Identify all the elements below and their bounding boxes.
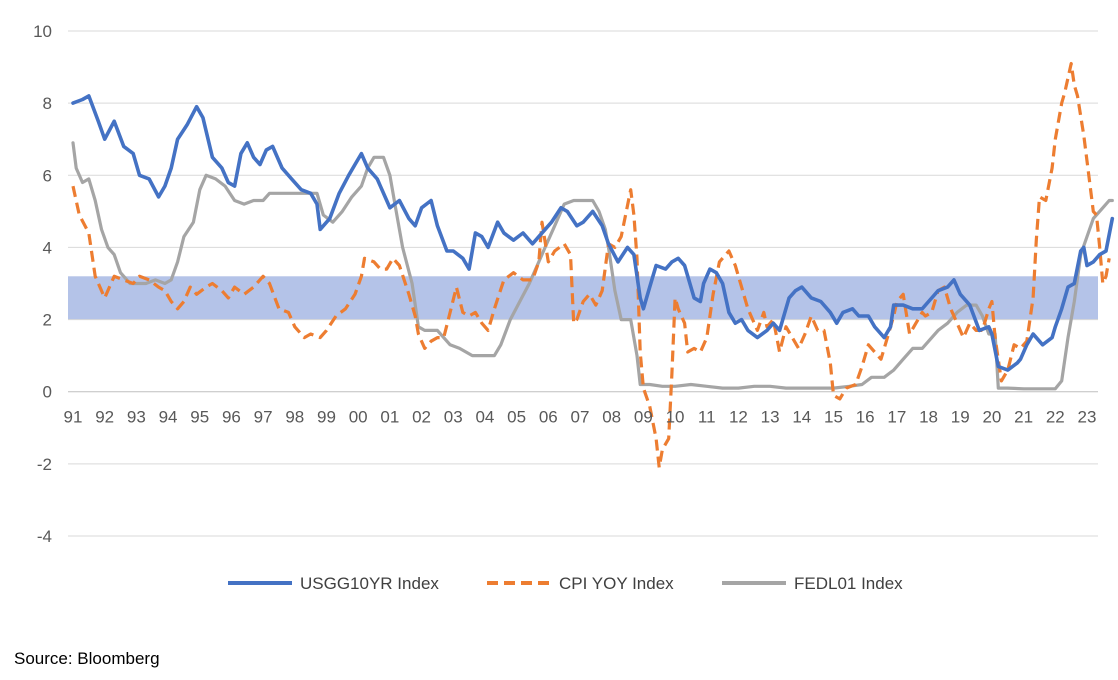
- x-tick-label: 17: [887, 408, 906, 427]
- x-tick-label: 99: [317, 408, 336, 427]
- x-tick-label: 05: [507, 408, 526, 427]
- series-line-fedl01-index: [71, 141, 1114, 391]
- x-tick-label: 21: [1014, 408, 1033, 427]
- y-tick-label: 6: [43, 166, 52, 185]
- x-tick-label: 08: [602, 408, 621, 427]
- x-tick-label: 98: [285, 408, 304, 427]
- target-band: [68, 276, 1098, 320]
- x-tick-label: 19: [951, 408, 970, 427]
- series-line-usgg10yr-index: [71, 94, 1115, 372]
- y-tick-label: 2: [43, 311, 52, 330]
- source-note: Source: Bloomberg: [14, 649, 160, 668]
- x-tick-label: 02: [412, 408, 431, 427]
- y-tick-label: 0: [43, 383, 52, 402]
- x-tick-label: 92: [95, 408, 114, 427]
- x-tick-label: 96: [222, 408, 241, 427]
- x-tick-label: 97: [254, 408, 273, 427]
- x-tick-label: 23: [1078, 408, 1097, 427]
- legend-label: CPI YOY Index: [559, 574, 674, 593]
- x-tick-label: 15: [824, 408, 843, 427]
- x-tick-label: 94: [159, 408, 178, 427]
- y-tick-label: 8: [43, 94, 52, 113]
- x-tick-label: 07: [571, 408, 590, 427]
- x-tick-label: 03: [444, 408, 463, 427]
- x-tick-label: 01: [380, 408, 399, 427]
- legend-label: FEDL01 Index: [794, 574, 903, 593]
- x-tick-label: 13: [761, 408, 780, 427]
- y-tick-label: -2: [37, 455, 52, 474]
- y-tick-label: -4: [37, 527, 52, 546]
- x-tick-label: 00: [349, 408, 368, 427]
- x-tick-label: 20: [982, 408, 1001, 427]
- x-tick-label: 12: [729, 408, 748, 427]
- x-tick-label: 09: [634, 408, 653, 427]
- y-tick-label: 4: [43, 238, 52, 257]
- x-tick-label: 91: [64, 408, 83, 427]
- x-tick-label: 14: [792, 408, 811, 427]
- x-tick-label: 22: [1046, 408, 1065, 427]
- legend-label: USGG10YR Index: [300, 574, 439, 593]
- x-tick-label: 04: [475, 408, 494, 427]
- y-tick-label: 10: [33, 22, 52, 41]
- x-tick-label: 11: [698, 408, 716, 427]
- x-tick-label: 16: [856, 408, 875, 427]
- x-tick-label: 06: [539, 408, 558, 427]
- x-tick-label: 93: [127, 408, 146, 427]
- x-tick-label: 10: [666, 408, 685, 427]
- x-tick-label: 18: [919, 408, 938, 427]
- x-tick-label: 95: [190, 408, 209, 427]
